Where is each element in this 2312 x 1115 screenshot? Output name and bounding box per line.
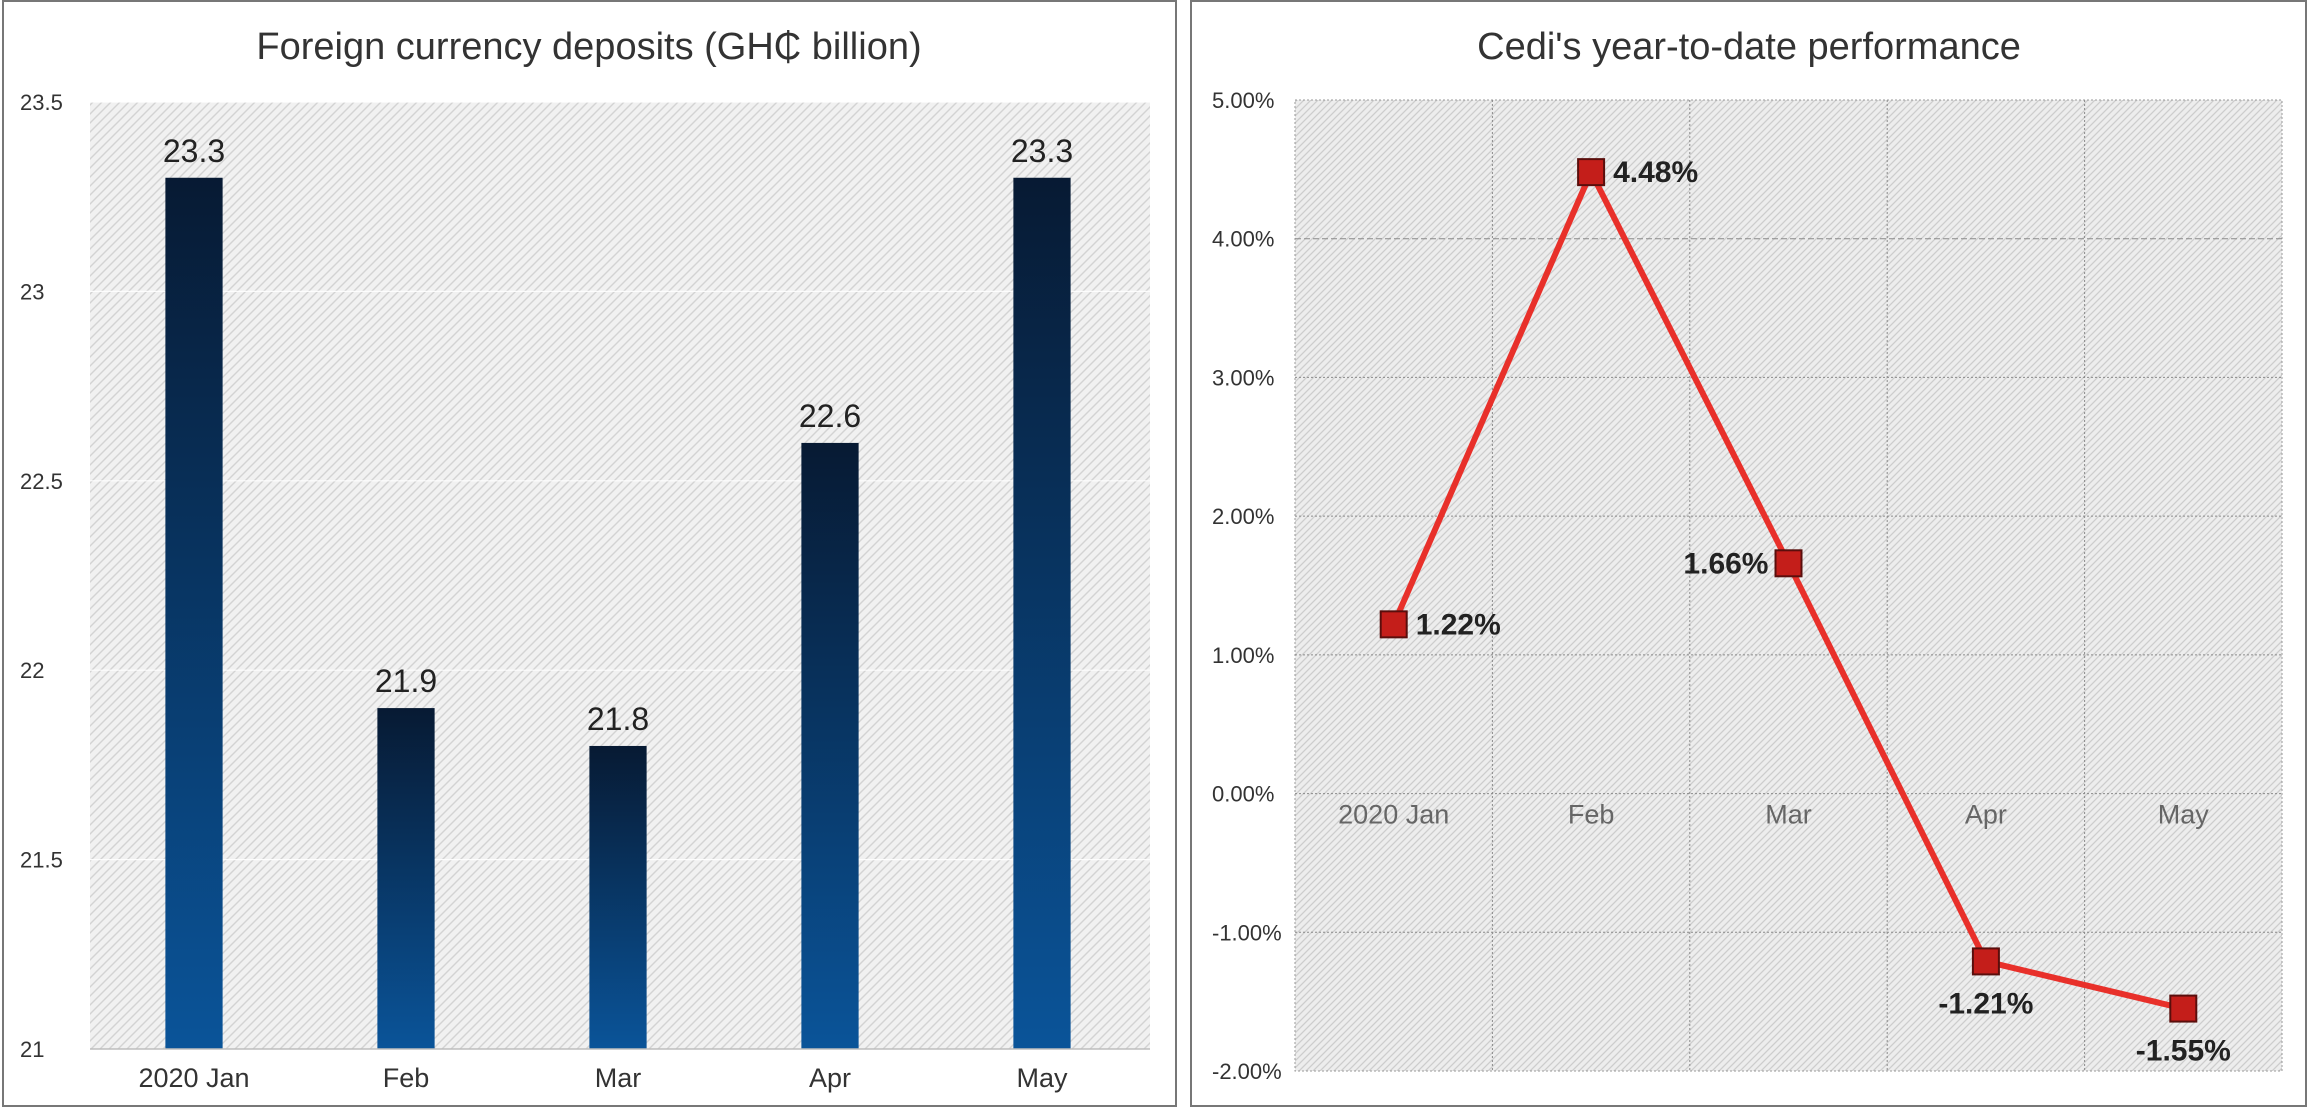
- line-data-label: 1.66%: [1683, 547, 1768, 580]
- y-tick-label: 22: [20, 658, 44, 683]
- line-data-label: 1.22%: [1416, 608, 1501, 641]
- deposits-chart-panel: Foreign currency deposits (GH₵ billion) …: [2, 0, 1177, 1107]
- y-tick-label: 5.00%: [1212, 88, 1274, 113]
- y-tick-label: 2.00%: [1212, 504, 1274, 529]
- x-tick-label: Apr: [809, 1063, 851, 1093]
- x-tick-label: Mar: [1765, 800, 1812, 830]
- chart-title: Cedi's year-to-date performance: [1477, 26, 2021, 68]
- y-gridlines: [90, 101, 1150, 861]
- bar: [1013, 177, 1071, 1049]
- x-tick-label: May: [2158, 800, 2210, 830]
- line-data-label: -1.21%: [1938, 987, 2033, 1020]
- deposits-bar-chart: Foreign currency deposits (GH₵ billion) …: [20, 26, 1150, 1093]
- bar: [589, 745, 647, 1049]
- bar-data-label: 23.3: [163, 133, 225, 169]
- bar: [165, 177, 223, 1049]
- x-tick-label: 2020 Jan: [1338, 800, 1449, 830]
- line-data-label: -1.55%: [2136, 1035, 2231, 1068]
- y-tick-label: 22.5: [20, 469, 63, 494]
- x-tick-label: Mar: [595, 1063, 642, 1093]
- x-tick-label: May: [1016, 1063, 1068, 1093]
- y-tick-label: 21.5: [20, 848, 63, 873]
- y-tick-label: -1.00%: [1212, 920, 1282, 945]
- y-tick-label: 0.00%: [1212, 782, 1274, 807]
- y-tick-label: -2.00%: [1212, 1059, 1282, 1084]
- y-tick-label: 23.5: [20, 90, 63, 115]
- plot-area: [1294, 99, 2283, 1072]
- x-axis-tick-labels: 2020 Jan Feb Mar Apr May: [138, 1063, 1068, 1093]
- y-axis-tick-labels: -2.00% -1.00% 0.00% 1.00% 2.00% 3.00% 4.00% 5.0…: [1212, 88, 1282, 1084]
- bar-data-label: 21.9: [375, 663, 437, 699]
- x-tick-label: 2020 Jan: [138, 1063, 249, 1093]
- line-data-labels: 1.22% 4.48% 1.66% -1.21% -1.55%: [1416, 156, 2231, 1067]
- y-axis-tick-labels: 21 21.5 22 22.5 23 23.5: [20, 90, 63, 1062]
- y-tick-label: 3.00%: [1212, 365, 1274, 390]
- gridlines: [1295, 100, 2282, 1071]
- y-tick-label: 4.00%: [1212, 227, 1274, 252]
- y-tick-label: 21: [20, 1037, 44, 1062]
- series-marker: [1774, 549, 1803, 578]
- bar: [377, 708, 435, 1049]
- bar-series: [165, 177, 1071, 1049]
- series-marker: [2169, 994, 2198, 1023]
- line-series: [1379, 158, 2198, 1023]
- y-tick-label: 1.00%: [1212, 643, 1274, 668]
- y-tick-label: 23: [20, 279, 44, 304]
- bar-data-label: 21.8: [587, 701, 649, 737]
- bar-data-label: 22.6: [799, 398, 861, 434]
- bar-data-labels: 23.3 21.9 21.8 22.6 23.3: [163, 133, 1073, 737]
- line-data-label: 4.48%: [1613, 156, 1698, 189]
- series-marker: [1379, 610, 1408, 639]
- x-tick-label: Feb: [1568, 800, 1615, 830]
- cedi-line-chart: Cedi's year-to-date performance -2.00% -1…: [1212, 26, 2283, 1084]
- x-tick-label: Feb: [383, 1063, 430, 1093]
- bar: [801, 442, 859, 1049]
- series-marker: [1971, 947, 2000, 976]
- series-marker: [1577, 158, 1606, 187]
- x-axis-tick-labels: 2020 Jan Feb Mar Apr May: [1338, 800, 2209, 830]
- chart-title: Foreign currency deposits (GH₵ billion): [256, 26, 921, 68]
- bar-data-label: 23.3: [1011, 133, 1073, 169]
- x-tick-label: Apr: [1965, 800, 2007, 830]
- cedi-chart-panel: Cedi's year-to-date performance -2.00% -1…: [1190, 0, 2307, 1107]
